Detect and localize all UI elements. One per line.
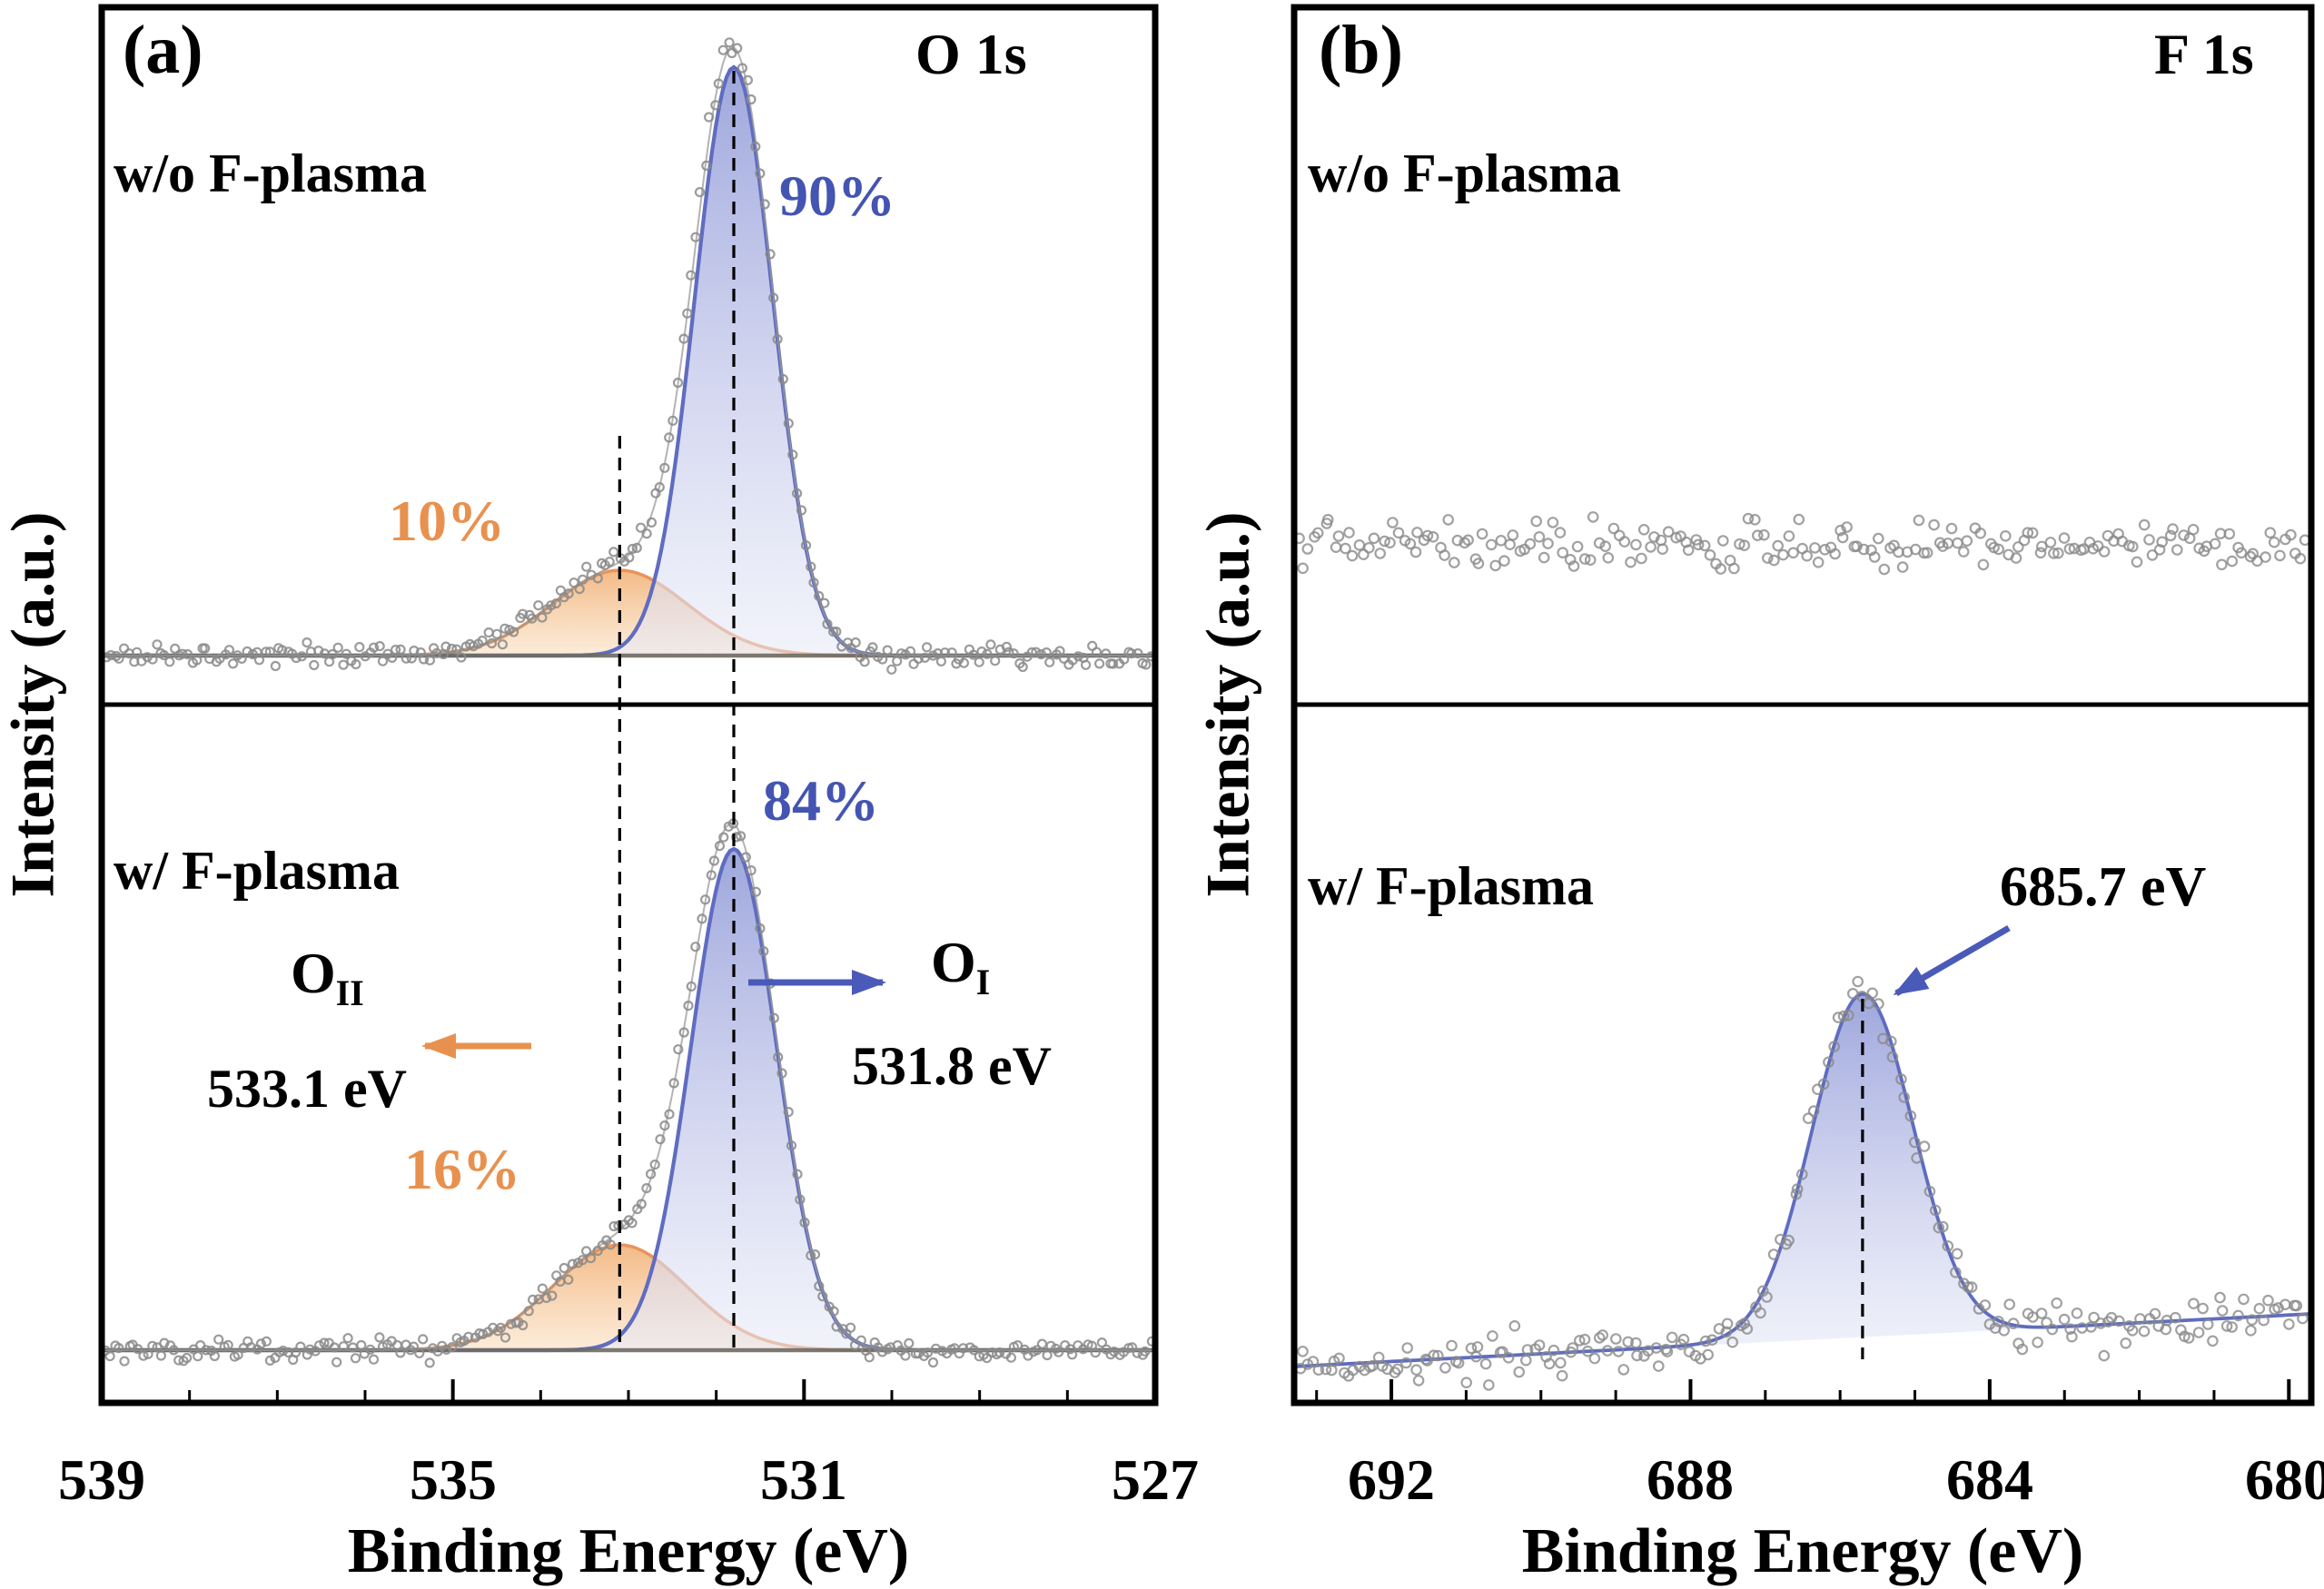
oii-share-with-plasma: 16% xyxy=(404,1137,520,1201)
oi-species-sub: I xyxy=(975,962,991,1002)
x-tick-a-527: 527 xyxy=(1112,1447,1199,1512)
panel-b-tag: (b) xyxy=(1319,12,1403,88)
oi-share-without-plasma: 90% xyxy=(779,163,895,228)
x-tick-a-539: 539 xyxy=(58,1447,145,1512)
panel-b-top-condition: w/o F-plasma xyxy=(1308,143,1621,203)
oii-species-sub: II xyxy=(335,972,364,1013)
x-axis-title-b: Binding Energy (eV) xyxy=(1521,1516,2084,1586)
x-tick-a-535: 535 xyxy=(410,1447,497,1512)
oi-species: O xyxy=(931,930,976,994)
panel-a-element-label: O 1s xyxy=(915,22,1027,86)
panel-a-tag: (a) xyxy=(123,12,203,88)
oi-share-with-plasma: 84% xyxy=(763,768,879,833)
x-tick-b-680: 680 xyxy=(2245,1447,2324,1512)
panel-a-top-condition: w/o F-plasma xyxy=(114,143,427,203)
oi-peak-label: OI xyxy=(931,930,990,1001)
x-axis-title-a: Binding Energy (eV) xyxy=(347,1516,910,1586)
oii-peak-label: OII xyxy=(291,941,364,1012)
x-tick-b-692: 692 xyxy=(1348,1447,1435,1512)
y-axis-title-a: Intensity (a.u.) xyxy=(0,511,67,898)
panel-b-element-label: F 1s xyxy=(2154,22,2254,86)
x-tick-a-531: 531 xyxy=(760,1447,847,1512)
x-tick-b-688: 688 xyxy=(1647,1447,1734,1512)
x-tick-b-684: 684 xyxy=(1946,1447,2033,1512)
panel-b-bottom-condition: w/ F-plasma xyxy=(1308,856,1594,916)
f1s-energy-annotation: 685.7 eV xyxy=(2000,856,2207,918)
panel-a-bottom-condition: w/ F-plasma xyxy=(114,841,400,901)
oii-species: O xyxy=(291,941,336,1005)
oii-energy-label: 533.1 eV xyxy=(207,1059,407,1119)
oi-energy-label: 531.8 eV xyxy=(852,1036,1052,1096)
y-axis-title-b: Intensity (a.u.) xyxy=(1192,511,1262,898)
oii-share-without-plasma: 10% xyxy=(389,489,505,553)
